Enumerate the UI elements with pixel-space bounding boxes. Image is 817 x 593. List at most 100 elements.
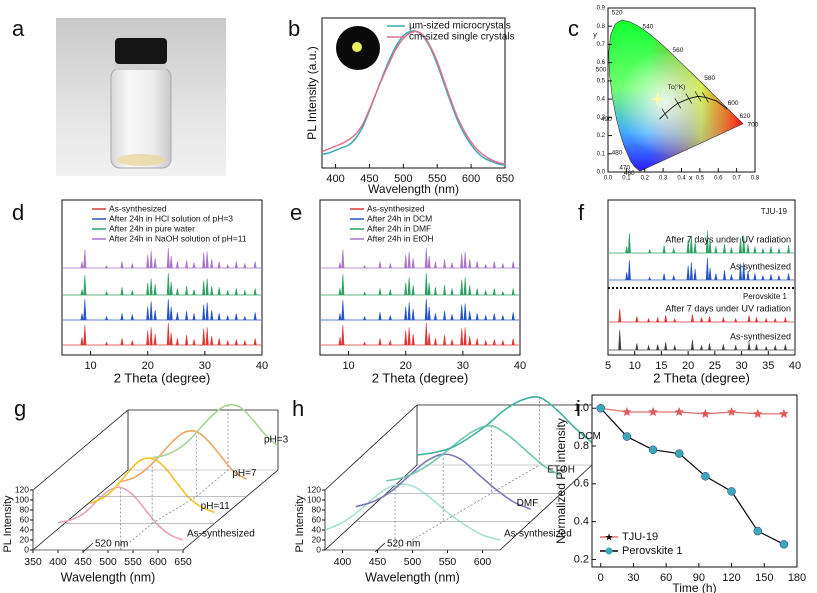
y-tick-label: 1.0	[574, 402, 589, 414]
diffraction-peak	[146, 330, 150, 346]
y-axis-label: PL Intensity	[2, 495, 14, 553]
diffraction-peak	[463, 327, 467, 346]
diffraction-peak	[175, 338, 179, 346]
diffraction-peak	[80, 313, 84, 321]
diffraction-peak	[460, 328, 464, 346]
diffraction-peak	[511, 338, 515, 346]
diffraction-peak	[192, 339, 196, 346]
diffraction-peak	[363, 341, 367, 346]
series-label: pH=7	[232, 468, 257, 479]
diffraction-peak	[149, 250, 153, 269]
series-label: After 7 days under UV radiation	[665, 303, 791, 313]
diffraction-peak	[746, 244, 750, 254]
diffraction-peak	[185, 260, 189, 269]
diffraction-peak	[83, 275, 87, 296]
y-axis-label: PL Intensity	[294, 495, 306, 553]
diffraction-peak	[205, 251, 209, 269]
diffraction-peak	[673, 317, 677, 323]
marker	[779, 408, 789, 418]
diffraction-peak	[105, 341, 109, 346]
series-label: pH=3	[264, 435, 289, 446]
diffraction-peak	[463, 251, 467, 269]
wavelength-label: 560	[673, 47, 684, 54]
marker	[648, 407, 658, 417]
marker	[648, 445, 658, 455]
diffraction-peak	[407, 302, 411, 321]
diffraction-peak	[253, 261, 257, 269]
x-tick-label: 0.8	[751, 176, 760, 182]
y-tick-label: 0.8	[597, 24, 606, 30]
x-tick-label: 25	[709, 360, 721, 372]
peak-shift-guide	[491, 464, 540, 494]
x-tick-label: 550	[439, 556, 457, 568]
marker	[752, 408, 763, 418]
box-edge	[499, 464, 593, 551]
diffraction-peak	[202, 252, 206, 269]
x-tick-label: 0.7	[732, 176, 741, 182]
diffraction-peak	[686, 239, 690, 254]
diffraction-peak	[341, 274, 345, 296]
diffraction-peak	[424, 248, 428, 269]
diffraction-peak	[647, 344, 651, 351]
marker	[701, 472, 710, 481]
series-label: As-synthesized	[730, 331, 791, 341]
legend-label: After 24h in NaOH solution of pH=11	[109, 233, 247, 243]
diffraction-peak	[647, 317, 651, 323]
diffraction-peak	[166, 299, 170, 321]
y-tick-label: 0.4	[574, 516, 589, 528]
diffraction-peak	[217, 313, 221, 321]
diffraction-peak	[468, 285, 472, 296]
x-tick-label: 400	[326, 173, 344, 185]
diffraction-peak	[625, 272, 629, 281]
diffraction-peak	[742, 235, 746, 254]
diffraction-peak	[501, 314, 505, 321]
x-tick-label: 10	[629, 360, 641, 372]
x-tick-label: 15	[655, 360, 667, 372]
diffraction-peak	[407, 327, 411, 346]
diffraction-peak	[388, 262, 392, 269]
series-line	[321, 30, 506, 165]
diffraction-peak	[149, 278, 153, 296]
diffraction-peak	[205, 302, 209, 321]
series-label: After 7 days under UV radiation	[665, 234, 791, 244]
diffraction-peak	[169, 255, 173, 269]
diffraction-peak	[175, 312, 179, 321]
diffraction-peak	[226, 339, 230, 346]
diffraction-peak	[734, 344, 738, 351]
diffraction-peak	[433, 261, 437, 269]
y-tick-label: 40	[312, 524, 322, 534]
x-tick-label: 20	[400, 360, 412, 372]
diffraction-peak	[463, 303, 467, 321]
diffraction-peak	[783, 344, 787, 351]
x-tick-label: 0.3	[659, 176, 668, 182]
peak-shift-guide	[120, 523, 153, 551]
x-tick-label: 550	[124, 556, 142, 568]
y-tick-label: 0	[316, 544, 321, 554]
diffraction-peak	[664, 342, 668, 351]
diffraction-peak	[234, 313, 238, 321]
diffraction-peak	[747, 342, 751, 351]
diffraction-peak	[80, 337, 84, 346]
panel-letter: e	[290, 200, 302, 225]
diffraction-peak	[175, 261, 179, 269]
diffraction-peak	[708, 316, 712, 323]
diffraction-peak	[714, 246, 718, 254]
diffraction-peak	[226, 289, 230, 296]
box-edge	[182, 469, 279, 551]
diffraction-peak	[404, 330, 408, 346]
x-tick-label: 650	[174, 556, 192, 568]
diffraction-peak	[635, 343, 639, 351]
diffraction-peak	[753, 246, 757, 254]
diffraction-peak	[192, 262, 196, 269]
legend-label: After 24h in HCl solution of pH=3	[109, 213, 233, 223]
diffraction-peak	[378, 288, 382, 296]
diffraction-peak	[501, 290, 505, 296]
diffraction-peak	[460, 304, 464, 321]
diffraction-peak	[205, 327, 209, 346]
diffraction-peak	[388, 339, 392, 346]
diffraction-peak	[105, 290, 109, 296]
y-tick-label: 0.2	[574, 553, 589, 565]
diffraction-peak	[672, 247, 676, 254]
